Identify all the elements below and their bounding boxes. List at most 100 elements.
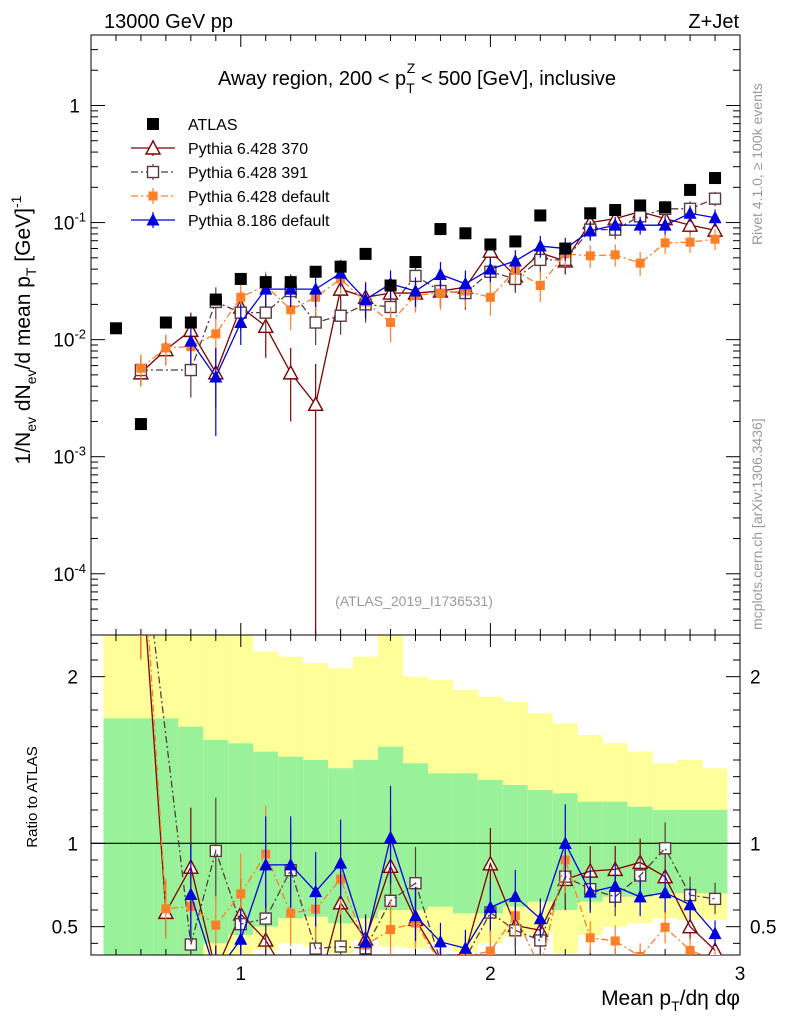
data-point [209,293,222,306]
data-point [683,206,697,219]
y-axis-label-ratio: Ratio to ATLAS [24,746,41,847]
data-point [483,262,497,275]
data-point [309,316,322,329]
band-inner-bin [128,718,154,955]
series-line [140,238,716,369]
data-point [109,322,122,335]
data-point [609,204,622,217]
data-point [307,395,324,412]
y-tick-label: 10-3 [53,444,86,469]
ratio-line [148,635,704,955]
ratio-point [536,963,545,972]
y-tick-label: 10-1 [53,210,86,235]
data-point [284,276,297,289]
band-inner-bin [527,790,553,902]
legend-item: Pythia 8.186 default [131,212,330,230]
data-point [309,265,322,278]
legend-label: Pythia 6.428 370 [188,141,308,158]
data-point [161,343,171,353]
data-point [658,218,672,231]
ratio-point [683,897,697,911]
data-point [710,234,720,244]
data-point [508,253,522,267]
data-point [559,242,572,255]
ratio-point [438,952,442,955]
ratio-point [136,506,145,515]
data-point [286,305,296,315]
ratio-point [134,547,148,560]
data-point [359,292,373,306]
ratio-point [209,964,223,977]
data-point [259,282,273,295]
data-point [359,247,372,260]
data-point [184,316,197,329]
ratio-point [209,967,222,980]
ratio-point [161,904,171,914]
data-point [259,306,272,319]
data-point [282,364,299,380]
data-point [610,250,620,260]
data-point [484,238,497,251]
data-point [458,276,472,290]
ratio-point [658,842,672,855]
ratio-y-tick-label-right: 1 [750,834,761,855]
ratio-y-tick-label: 2 [67,668,78,689]
legend-label: Pythia 8.186 default [188,213,330,230]
ratio-point [434,954,447,955]
x-tick-label: 3 [735,964,746,985]
legend-label: Pythia 6.428 default [188,189,330,206]
axes: 1 2 3 10-4 10-3 10-2 10-1 1 0.5 0.5 1 1 2 2 [52,34,776,985]
ratio-point [635,951,645,955]
data-point [184,363,198,377]
legend-label: Pythia 6.428 391 [188,165,308,182]
series-layer [109,172,724,635]
legend: ATLAS Pythia 6.428 370 Pythia 6.428 391 Pyt… [131,117,330,230]
ratio-point [483,900,497,913]
data-point [136,363,146,373]
ratio-y-tick-label: 1 [67,834,78,855]
ratio-point [633,889,647,903]
data-point [234,272,247,285]
ratio-point [708,892,722,906]
legend-marker [147,118,159,130]
x-tick-label: 1 [235,964,246,985]
series-pythia-8-186-default [184,205,722,437]
band-inner-bin [702,810,728,894]
data-point [535,281,545,290]
data-point [134,418,147,431]
y-tick-label: 10-2 [53,327,86,352]
right-title: Z+Jet [688,11,739,33]
data-point [634,199,647,212]
data-point [334,260,347,273]
data-point [534,209,547,222]
data-point [184,334,198,347]
y-tick-label: 10-4 [53,561,86,586]
band-inner-bin [353,760,379,919]
ratio-point [184,887,198,901]
ratio-y-tick-label: 0.5 [52,918,78,939]
x-tick-label: 2 [485,964,496,985]
legend-item: ATLAS [147,117,238,134]
data-point [608,218,622,231]
data-point [236,292,246,302]
data-point [681,216,699,232]
data-point [685,237,695,247]
data-point [584,207,597,220]
plot-title: Away region, 200 < pTZ < 500 [GeV], incl… [218,60,616,96]
data-point [708,210,722,224]
x-axis-label: Mean pT/dη dφ [601,987,740,1014]
data-point [434,223,447,236]
ratio-point [284,975,298,988]
legend-marker [148,191,158,201]
data-point [259,276,272,289]
y-axis-label-main: 1/Nev dNev/d mean pT [GeV]-1 [8,195,39,464]
series-line [190,212,716,379]
ratio-y-tick-label-right: 0.5 [750,918,776,939]
ratio-point [259,857,273,871]
ratio-line [190,835,716,955]
data-point [209,369,223,383]
data-point [482,242,499,258]
legend-item: Pythia 6.428 391 [131,164,308,182]
ratio-point [707,941,723,955]
